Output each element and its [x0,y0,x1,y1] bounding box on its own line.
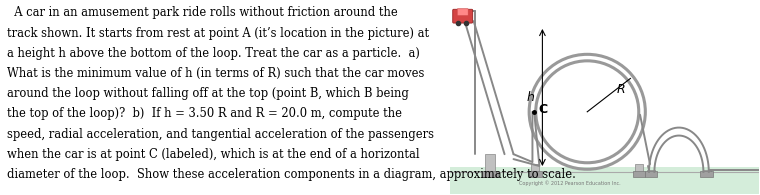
Text: track shown. It starts from rest at point A (it’s location in the picture) at: track shown. It starts from rest at poin… [8,27,429,40]
Text: Copyright © 2012 Pearson Education Inc.: Copyright © 2012 Pearson Education Inc. [520,180,621,186]
Bar [701,171,713,177]
Bar [644,171,657,177]
Text: R: R [617,83,625,96]
Text: h: h [527,91,534,104]
Bar [485,154,495,172]
FancyBboxPatch shape [453,9,473,23]
Bar [632,171,645,177]
Bar [703,170,711,172]
Bar [531,164,540,172]
FancyBboxPatch shape [458,9,468,16]
Text: diameter of the loop.  Show these acceleration components in a diagram, approxim: diameter of the loop. Show these acceler… [8,168,576,181]
Bar [450,167,758,194]
Text: the top of the loop)?  b)  If h = 3.50 R and R = 20.0 m, compute the: the top of the loop)? b) If h = 3.50 R a… [8,107,402,120]
Bar [635,164,643,172]
Text: C: C [538,103,547,116]
Bar [647,170,655,172]
Text: What is the minimum value of h (in terms of R) such that the car moves: What is the minimum value of h (in terms… [8,67,425,80]
Bar [482,171,498,177]
Text: speed, radial acceleration, and tangential acceleration of the passengers: speed, radial acceleration, and tangenti… [8,128,435,141]
Text: around the loop without falling off at the top (point B, which B being: around the loop without falling off at t… [8,87,409,100]
Text: a height h above the bottom of the loop. Treat the car as a particle.  a): a height h above the bottom of the loop.… [8,47,420,60]
Text: when the car is at point C (labeled), which is at the end of a horizontal: when the car is at point C (labeled), wh… [8,148,420,161]
Text: A car in an amusement park ride rolls without friction around the: A car in an amusement park ride rolls wi… [8,6,398,19]
Bar [529,171,542,177]
